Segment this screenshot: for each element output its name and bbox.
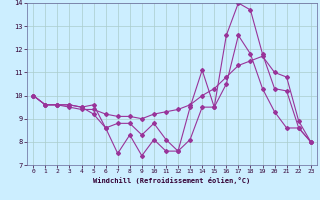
X-axis label: Windchill (Refroidissement éolien,°C): Windchill (Refroidissement éolien,°C) bbox=[93, 177, 251, 184]
